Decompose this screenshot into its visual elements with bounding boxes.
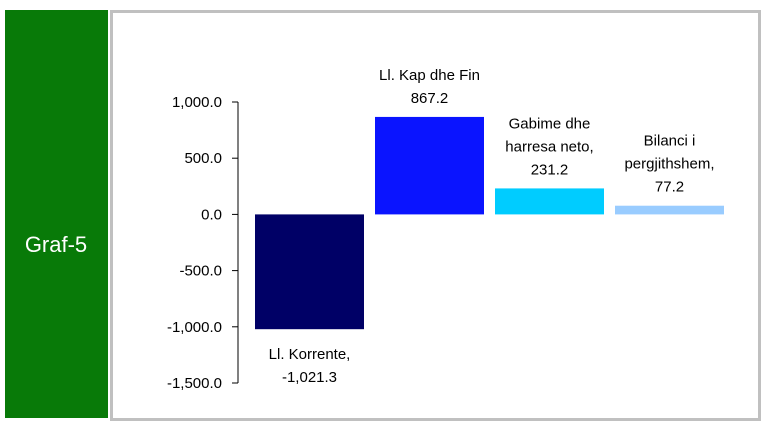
- bar: [495, 188, 604, 215]
- y-tick-label: -1,500.0: [167, 375, 222, 392]
- data-label-value: 231.2: [531, 161, 569, 178]
- y-tick-label: 500.0: [184, 150, 222, 167]
- plot-frame: [110, 10, 761, 421]
- data-label-category: Ll. Kap dhe Fin: [379, 67, 480, 84]
- data-label-category: Bilanci i pergjithshem,: [624, 133, 714, 173]
- bar: [615, 205, 724, 215]
- side-panel: [5, 10, 108, 418]
- data-label-category: Gabime dhe harresa neto,: [505, 115, 594, 155]
- data-label-value: 867.2: [411, 90, 449, 107]
- bar: [375, 116, 484, 215]
- y-tick-label: 1,000.0: [172, 94, 222, 111]
- data-label-value: -1,021.3: [282, 369, 337, 386]
- y-tick-label: -1,000.0: [167, 319, 222, 336]
- y-tick-label: 0.0: [201, 206, 222, 223]
- bar: [255, 214, 364, 330]
- y-tick-label: -500.0: [179, 263, 222, 280]
- data-label-category: Ll. Korrente,: [269, 346, 351, 363]
- panel-label: Graf-5: [25, 232, 87, 257]
- data-label-value: 77.2: [655, 179, 684, 196]
